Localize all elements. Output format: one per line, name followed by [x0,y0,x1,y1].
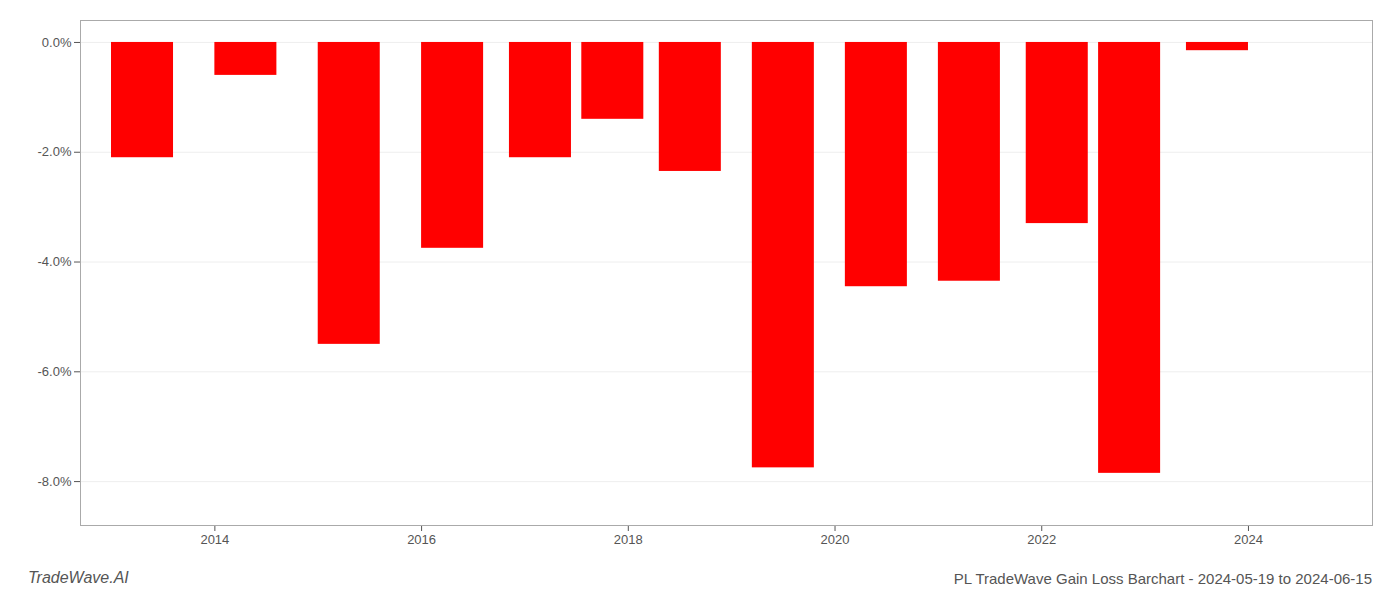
svg-text:2016: 2016 [407,532,436,547]
svg-text:-6.0%: -6.0% [38,364,72,379]
html-text:PL TradeWave Gain Loss Barchar: PL TradeWave Gain Loss Barchart - 2024-0… [953,570,1372,587]
svg-text:2020: 2020 [821,532,850,547]
svg-text:2024: 2024 [1234,532,1263,547]
svg-text:-2.0%: -2.0% [38,144,72,159]
svg-text:2022: 2022 [1027,532,1056,547]
svg-text:2014: 2014 [200,532,229,547]
svg-text:-4.0%: -4.0% [38,254,72,269]
svg-text:-8.0%: -8.0% [38,474,72,489]
svg-text:2018: 2018 [614,532,643,547]
svg-text:0.0%: 0.0% [42,35,72,50]
html-text:TradeWave.AI: TradeWave.AI [28,569,129,586]
